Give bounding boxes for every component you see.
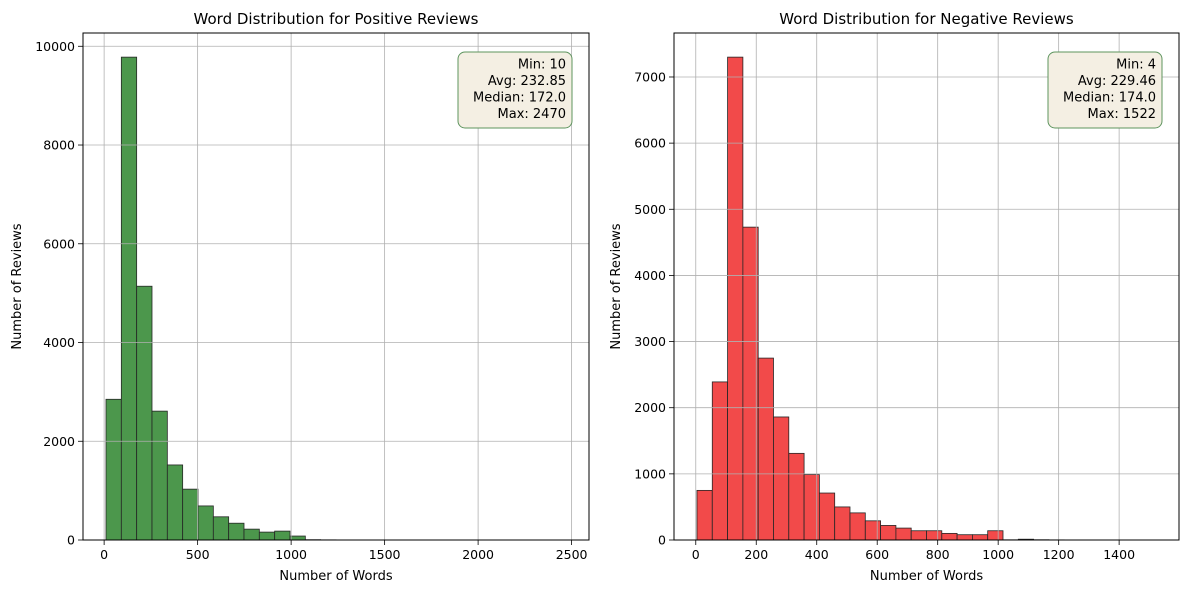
- x-axis-label: Number of Words: [870, 569, 983, 584]
- y-tick-label: 3000: [634, 334, 666, 349]
- histogram-bar: [834, 506, 851, 541]
- stats-box-frame: [457, 51, 573, 129]
- stats-box-frame: [1047, 51, 1163, 129]
- histogram-bar: [274, 530, 291, 541]
- histogram-bar: [895, 527, 912, 541]
- y-tick-label: 10000: [35, 39, 75, 54]
- stats-line: Median: 174.0: [1063, 91, 1156, 106]
- x-tick-label: 0: [692, 547, 700, 562]
- x-tick-label: 2000: [462, 547, 494, 562]
- x-tick-label: 1400: [1103, 547, 1135, 562]
- histogram-bar: [972, 534, 989, 541]
- histogram-bar: [711, 381, 728, 541]
- axes-frame: [673, 32, 1180, 541]
- y-axis-label: Number of Reviews: [10, 223, 25, 349]
- stats-line: Min: 10: [518, 58, 566, 73]
- histogram-bar: [151, 410, 168, 541]
- histogram-bar: [243, 528, 260, 541]
- x-tick-label: 400: [805, 547, 829, 562]
- histogram-bar: [120, 56, 138, 541]
- stats-line: Min: 4: [1116, 58, 1156, 73]
- histogram-bar: [864, 520, 881, 541]
- x-tick-label: 500: [186, 547, 210, 562]
- x-tick-label: 1500: [369, 547, 401, 562]
- stats-line: Median: 172.0: [473, 91, 566, 106]
- x-tick-label: 1000: [982, 547, 1014, 562]
- stats-line: Avg: 232.85: [488, 74, 566, 89]
- histogram-bar: [773, 416, 790, 541]
- stats-line: Avg: 229.46: [1078, 74, 1156, 89]
- negative-reviews-chart: 0 200 400 600 800 1000 1200 1400 0 1000 2000 3000 40…: [609, 10, 1180, 584]
- y-tick-label: 2000: [43, 434, 75, 449]
- histogram-bar: [956, 534, 973, 541]
- chart-title: Word Distribution for Negative Reviews: [779, 10, 1074, 28]
- x-tick-label: 600: [865, 547, 889, 562]
- histogram-bar: [289, 535, 306, 541]
- y-tick-label: 1000: [634, 466, 666, 481]
- histogram-bars: [105, 56, 567, 541]
- histogram-bar: [941, 532, 958, 541]
- axes-frame: [82, 32, 590, 541]
- x-axis-label: Number of Words: [279, 569, 392, 584]
- histogram-bar: [258, 531, 276, 541]
- stats-line: Max: 2470: [498, 107, 566, 122]
- histogram-bar: [926, 530, 943, 541]
- y-tick-label: 7000: [634, 69, 666, 84]
- histogram-bar: [757, 357, 774, 541]
- histogram-bar: [727, 56, 744, 541]
- y-axis-label: Number of Reviews: [609, 223, 624, 349]
- y-tick-label: 2000: [634, 400, 666, 415]
- histogram-bar: [228, 522, 245, 541]
- histogram-bar: [136, 285, 153, 541]
- y-tick-label: 0: [658, 533, 666, 548]
- histogram-bar: [182, 488, 199, 541]
- x-tick-label: 200: [744, 547, 768, 562]
- y-tick-label: 0: [67, 533, 75, 548]
- y-tick-label: 6000: [43, 236, 75, 251]
- x-tick-label: 800: [926, 547, 950, 562]
- histogram-bar: [197, 505, 214, 541]
- y-tick-label: 6000: [634, 136, 666, 151]
- histogram-bar: [849, 512, 866, 541]
- histogram-bar: [788, 452, 805, 541]
- histogram-bars: [696, 56, 1157, 541]
- chart-title: Word Distribution for Positive Reviews: [194, 10, 479, 28]
- x-tick-label: 0: [100, 547, 108, 562]
- histogram-bar: [818, 492, 836, 541]
- x-tick-label: 1000: [275, 547, 307, 562]
- y-tick-label: 8000: [43, 138, 75, 153]
- histogram-bar: [696, 489, 713, 541]
- histogram-bar: [212, 516, 230, 541]
- histogram-bar: [880, 525, 897, 541]
- x-tick-label: 1200: [1043, 547, 1075, 562]
- x-tick-label: 2500: [556, 547, 588, 562]
- y-tick-label: 4000: [634, 268, 666, 283]
- histogram-bar: [166, 464, 184, 541]
- histogram-bar: [910, 530, 927, 541]
- y-tick-label: 4000: [43, 335, 75, 350]
- histogram-bar: [105, 398, 122, 541]
- stats-line: Max: 1522: [1088, 107, 1156, 122]
- histogram-bar: [987, 530, 1004, 541]
- y-tick-label: 5000: [634, 202, 666, 217]
- positive-reviews-chart: 0 500 1000 1500 2000 2500 0 2000 4000 6000 8000 100…: [10, 10, 590, 584]
